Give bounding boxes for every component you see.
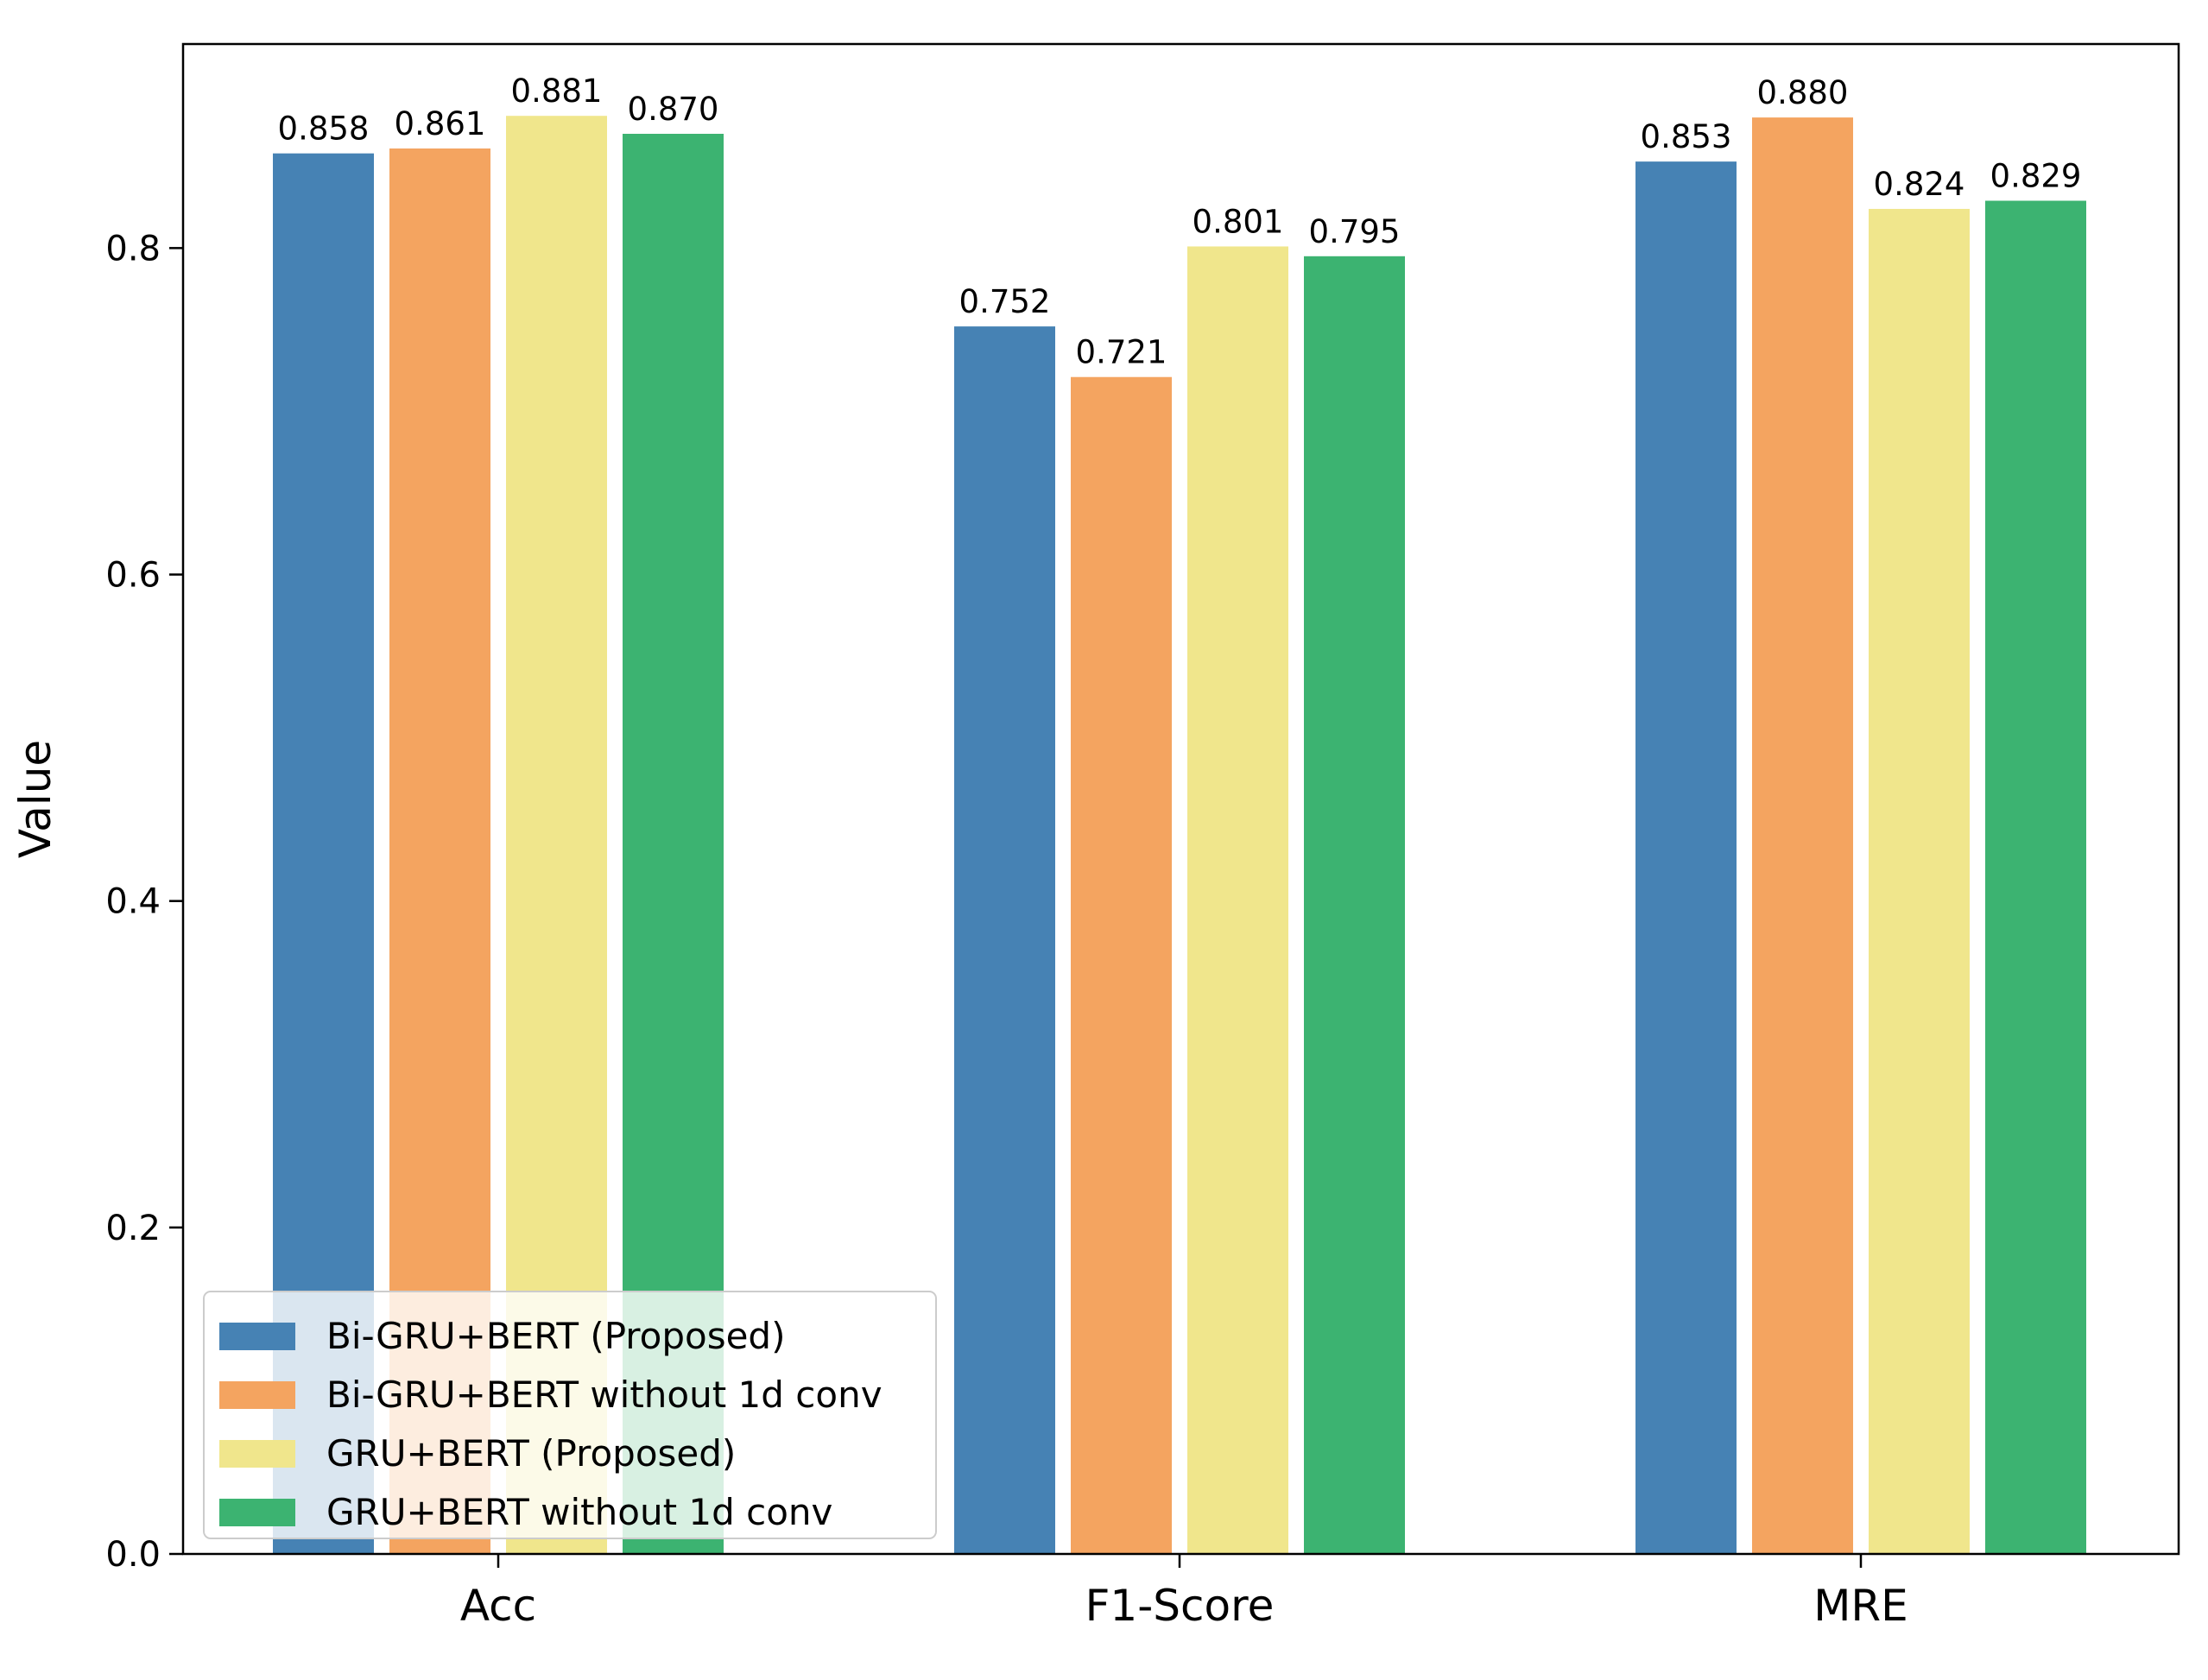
x-tick-label: MRE (1813, 1581, 1907, 1631)
y-axis: 0.0 0.2 0.4 0.6 0.8 (105, 229, 183, 1575)
bar-f1-score-series-1 (954, 326, 1055, 1555)
bar-value-label: 0.881 (511, 73, 603, 110)
legend-swatch (219, 1323, 295, 1350)
bar-mre-series-2 (1752, 117, 1853, 1555)
y-tick-label: 0.2 (105, 1209, 161, 1248)
legend-swatch (219, 1440, 295, 1468)
bar-value-label: 0.853 (1641, 118, 1732, 155)
legend-swatch (219, 1499, 295, 1526)
bar-value-label: 0.795 (1309, 213, 1401, 250)
bar-value-label: 0.824 (1874, 166, 1965, 203)
x-axis: Acc F1-Score MRE (460, 1554, 1908, 1631)
bar-value-label: 0.801 (1193, 203, 1284, 240)
y-tick-label: 0.6 (105, 556, 161, 596)
bar-value-label: 0.752 (959, 283, 1051, 320)
bar-value-label: 0.829 (1990, 158, 2082, 195)
bar-mre-series-3 (1869, 208, 1970, 1554)
bar-mre-series-4 (1985, 200, 2086, 1555)
y-tick-label: 0.8 (105, 229, 161, 268)
legend-swatch (219, 1381, 295, 1409)
bar-value-label: 0.880 (1757, 74, 1849, 111)
legend-label: GRU+BERT (Proposed) (326, 1432, 736, 1475)
legend: Bi-GRU+BERT (Proposed) Bi-GRU+BERT withou… (203, 1291, 937, 1539)
bar-value-label: 0.861 (395, 105, 486, 142)
x-tick-label: F1-Score (1085, 1581, 1275, 1631)
x-tick-label: Acc (460, 1581, 536, 1631)
value-labels-group: 0.858 0.752 0.853 0.861 0.721 0.880 0.881 0.801… (278, 73, 2082, 371)
y-tick-label: 0.4 (105, 882, 161, 922)
plot-frame (181, 42, 2180, 1556)
bar-value-label: 0.858 (278, 111, 370, 148)
legend-label: GRU+BERT without 1d conv (326, 1491, 832, 1533)
y-axis-title: Value (10, 740, 60, 858)
bar-mre-series-1 (1635, 161, 1737, 1554)
bar-f1-score-series-3 (1187, 246, 1288, 1554)
legend-box (203, 1291, 937, 1539)
y-tick-label: 0.0 (105, 1535, 161, 1575)
bar-f1-score-series-2 (1071, 376, 1172, 1555)
bar-value-label: 0.721 (1076, 334, 1167, 371)
bar-value-label: 0.870 (628, 91, 719, 128)
legend-label: Bi-GRU+BERT (Proposed) (326, 1315, 785, 1357)
bar-f1-score-series-4 (1304, 256, 1405, 1554)
legend-label: Bi-GRU+BERT without 1d conv (326, 1374, 883, 1416)
